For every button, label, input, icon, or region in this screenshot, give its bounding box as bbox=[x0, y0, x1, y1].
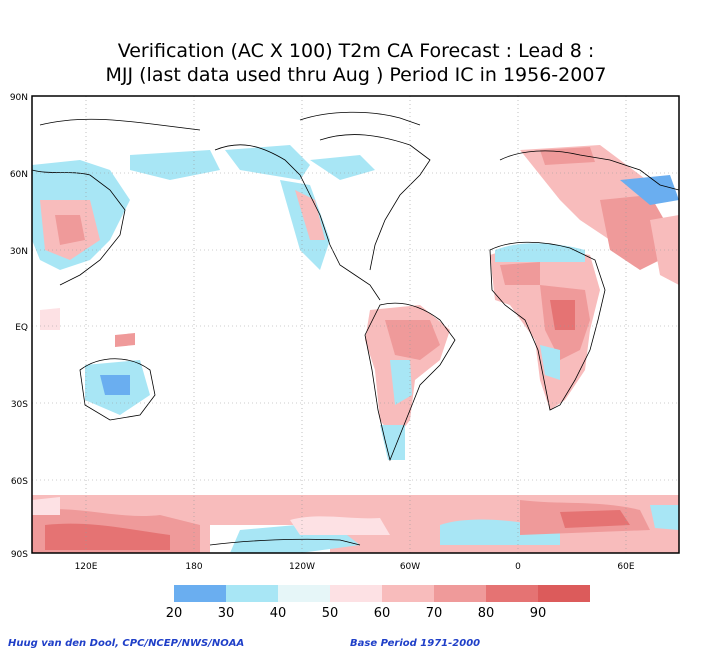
lon-label-120e: 120E bbox=[75, 562, 98, 572]
legend-label-60: 60 bbox=[374, 606, 391, 621]
legend-label-50: 50 bbox=[322, 606, 339, 621]
legend-colorbar bbox=[174, 585, 590, 602]
lat-label-eq: EQ bbox=[15, 323, 28, 333]
lat-label-90n: 90N bbox=[10, 93, 28, 103]
lat-label-30n: 30N bbox=[10, 247, 28, 257]
lon-label-60e: 60E bbox=[617, 562, 634, 572]
map-title-line-2: MJJ (last data used thru Aug ) Period IC… bbox=[105, 64, 607, 86]
legend-label-20: 20 bbox=[166, 606, 183, 621]
antarctica-region bbox=[32, 495, 679, 553]
author-credit: Huug van den Dool, CPC/NCEP/NWS/NOAA bbox=[8, 638, 245, 649]
lat-label-60n: 60N bbox=[10, 170, 28, 180]
americas-region bbox=[225, 145, 450, 460]
coastlines bbox=[31, 111, 680, 546]
legend-swatch bbox=[226, 585, 278, 602]
legend-label-70: 70 bbox=[426, 606, 443, 621]
legend-swatch bbox=[278, 585, 330, 602]
africa-europe-region bbox=[490, 145, 679, 410]
base-period-note: Base Period 1971-2000 bbox=[350, 638, 481, 649]
legend-label-30: 30 bbox=[218, 606, 235, 621]
legend-label-90: 90 bbox=[530, 606, 547, 621]
lat-label-60s: 60S bbox=[11, 477, 28, 487]
graticule bbox=[32, 96, 679, 553]
lon-label-180: 180 bbox=[185, 562, 202, 572]
lon-label-60w: 60W bbox=[400, 562, 420, 572]
legend-swatch bbox=[538, 585, 590, 602]
legend-swatch bbox=[174, 585, 226, 602]
legend-swatch bbox=[330, 585, 382, 602]
lon-label-0: 0 bbox=[515, 562, 521, 572]
lat-label-30s: 30S bbox=[11, 400, 28, 410]
asia-australia-region bbox=[32, 150, 220, 415]
map-title-line-1: Verification (AC X 100) T2m CA Forecast … bbox=[117, 40, 595, 62]
legend-label-40: 40 bbox=[270, 606, 287, 621]
legend-swatch bbox=[486, 585, 538, 602]
map-frame bbox=[31, 95, 680, 554]
lon-label-120w: 120W bbox=[289, 562, 315, 572]
lat-label-90s: 90S bbox=[11, 550, 28, 560]
legend-swatch bbox=[434, 585, 486, 602]
legend-swatch bbox=[382, 585, 434, 602]
legend-label-80: 80 bbox=[478, 606, 495, 621]
